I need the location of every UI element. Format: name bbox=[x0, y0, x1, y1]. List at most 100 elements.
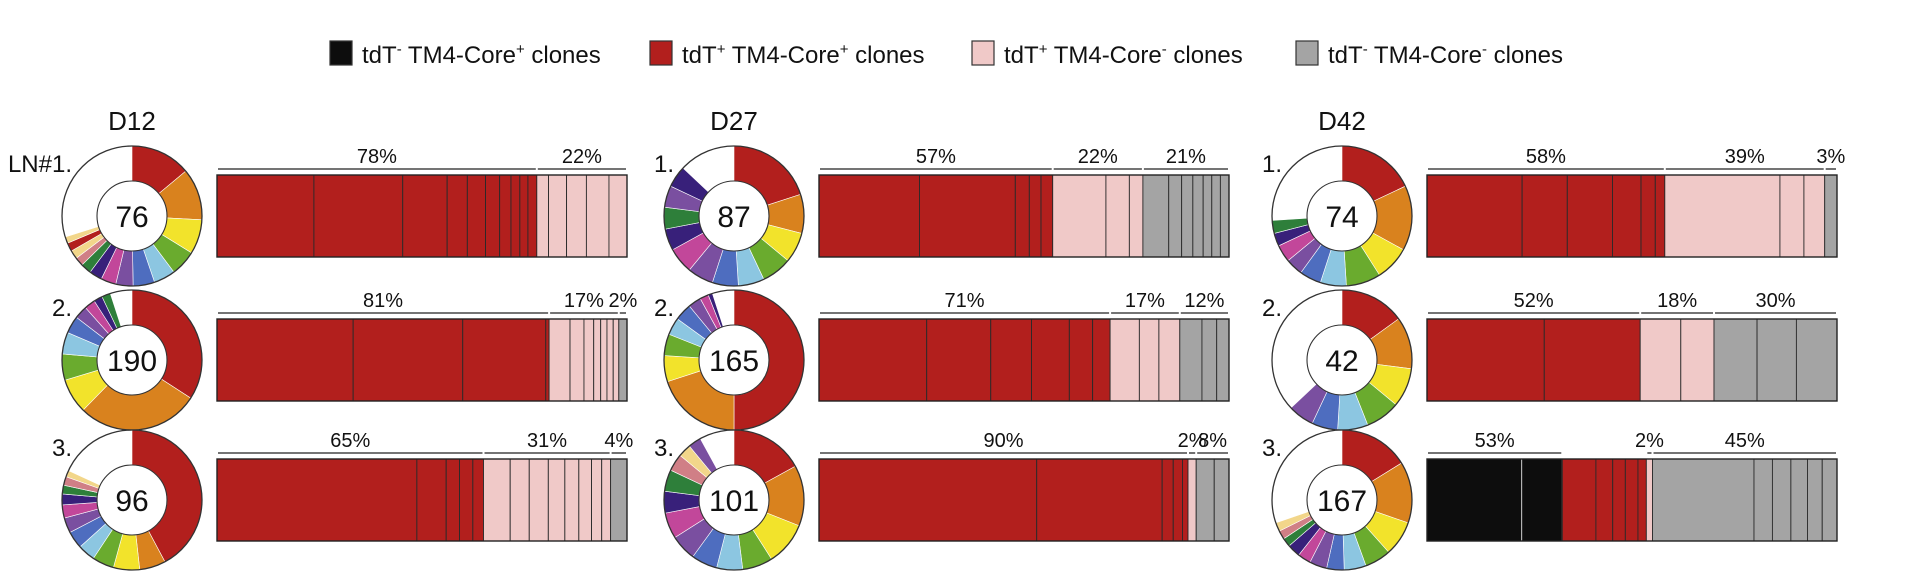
bar-segment bbox=[446, 174, 468, 258]
bar-segment bbox=[1426, 318, 1545, 402]
bar-segment bbox=[1753, 458, 1773, 542]
group-percent: 81% bbox=[363, 290, 403, 312]
bar-segment bbox=[1219, 174, 1230, 258]
group-percent: 22% bbox=[1078, 146, 1118, 168]
bar-segment bbox=[1213, 458, 1230, 542]
bar-segment bbox=[545, 318, 550, 402]
bar-segment bbox=[818, 318, 928, 402]
donut: 42 bbox=[1271, 289, 1413, 431]
panel-title: D42 bbox=[1318, 106, 1366, 136]
bar-segment bbox=[1521, 458, 1563, 542]
bar-segment bbox=[499, 174, 512, 258]
bar-segment bbox=[1036, 458, 1163, 542]
row-3: 3. 96 65% 31% 4% bbox=[52, 429, 633, 571]
clone-count: 167 bbox=[1317, 485, 1367, 518]
stacked-bar: 71% 17% 12% bbox=[818, 290, 1230, 402]
donut-hole bbox=[96, 464, 168, 536]
donut-outline bbox=[663, 429, 805, 571]
bar-segment bbox=[1202, 174, 1213, 258]
bar-segment bbox=[606, 318, 614, 402]
donut-hole bbox=[96, 180, 168, 252]
group-percent: 4% bbox=[604, 430, 633, 452]
bar-outline bbox=[216, 318, 628, 402]
group-percent: 52% bbox=[1514, 290, 1554, 312]
legend-swatch bbox=[1295, 40, 1319, 66]
bar-segment bbox=[483, 458, 511, 542]
bar-outline bbox=[1426, 174, 1838, 258]
panel-d42: D42 1. 74 58% 39% 3% 2. 42 52% 18% 30% 3. 167 53% 2% 45… bbox=[1262, 106, 1846, 571]
group-percent: 12% bbox=[1184, 290, 1224, 312]
row-label: 3. bbox=[1262, 435, 1282, 462]
legend-swatch bbox=[329, 40, 353, 66]
panel-d27: D27 1. 87 57% 22% 21% 2. 165 71% 17% 12% 3. 101 90% 2%… bbox=[654, 106, 1230, 571]
bar-segment bbox=[919, 174, 1016, 258]
bar-segment bbox=[462, 318, 547, 402]
bar-segment bbox=[536, 174, 549, 258]
bar-segment bbox=[1201, 318, 1218, 402]
bar-segment bbox=[472, 458, 484, 542]
stacked-bar: 81% 17% 2% bbox=[216, 290, 638, 402]
bar-segment bbox=[1566, 174, 1613, 258]
bar-segment bbox=[313, 174, 404, 258]
group-percent: 39% bbox=[1725, 146, 1765, 168]
bar-segment bbox=[578, 458, 592, 542]
bar-segment bbox=[1138, 318, 1160, 402]
bar-segment bbox=[352, 318, 464, 402]
bar-segment bbox=[608, 174, 628, 258]
stacked-bar: 52% 18% 30% bbox=[1426, 290, 1838, 402]
bar-segment bbox=[1680, 318, 1715, 402]
donut: 165 bbox=[663, 289, 805, 431]
panel-title: D12 bbox=[108, 106, 156, 136]
clone-count: 74 bbox=[1325, 201, 1358, 234]
bar-segment bbox=[1168, 174, 1183, 258]
group-percent: 21% bbox=[1166, 146, 1206, 168]
bar-segment bbox=[1031, 318, 1070, 402]
bar-segment bbox=[402, 174, 448, 258]
donut-hole bbox=[1306, 180, 1378, 252]
stacked-bar: 58% 39% 3% bbox=[1426, 146, 1846, 258]
donut-outline bbox=[61, 429, 203, 571]
bar-segment bbox=[569, 318, 585, 402]
group-percent: 53% bbox=[1475, 430, 1515, 452]
panel-title: D27 bbox=[710, 106, 758, 136]
row-label: 2. bbox=[52, 295, 72, 322]
bar-segment bbox=[818, 458, 1038, 542]
group-percent: 31% bbox=[527, 430, 567, 452]
donut-outline bbox=[1271, 429, 1413, 571]
stacked-bar: 90% 2%8% bbox=[818, 430, 1230, 542]
clone-count: 76 bbox=[115, 201, 148, 234]
group-percent: 17% bbox=[1125, 290, 1165, 312]
bar-segment bbox=[1068, 318, 1094, 402]
bar-segment bbox=[1595, 458, 1614, 542]
donut: 167 bbox=[1271, 429, 1413, 571]
donut-hole bbox=[96, 324, 168, 396]
bar-segment bbox=[547, 458, 566, 542]
group-percent: 8% bbox=[1198, 430, 1227, 452]
bar-segment bbox=[1128, 174, 1144, 258]
bar-segment bbox=[1561, 458, 1597, 542]
bar-segment bbox=[519, 174, 529, 258]
row-1: LN#1. 76 78% 22% bbox=[8, 145, 628, 287]
bar-segment bbox=[1640, 174, 1656, 258]
row-label: 1. bbox=[1262, 151, 1282, 178]
bar-segment bbox=[1790, 458, 1808, 542]
bar-segment bbox=[1161, 458, 1174, 542]
bar-segment bbox=[1142, 174, 1170, 258]
row-label: 3. bbox=[52, 435, 72, 462]
bar-segment bbox=[1612, 174, 1642, 258]
group-percent: 57% bbox=[916, 146, 956, 168]
bar-segment bbox=[1052, 174, 1107, 258]
clone-count: 101 bbox=[709, 485, 759, 518]
stacked-bar: 53% 2% 45% bbox=[1426, 430, 1838, 542]
bar-segment bbox=[593, 318, 602, 402]
group-percent: 90% bbox=[983, 430, 1023, 452]
panel-d12: D12 LN#1. 76 78% 22% 2. 190 81% 17% 2% 3. 96 65% 31% 4… bbox=[8, 106, 638, 571]
donut-outline bbox=[61, 145, 203, 287]
row-3: 3. 167 53% 2% 45% bbox=[1262, 429, 1838, 571]
bar-segment bbox=[1109, 318, 1140, 402]
bar-segment bbox=[1182, 458, 1189, 542]
bar-segment bbox=[416, 458, 447, 542]
bar-segment bbox=[600, 318, 608, 402]
bar-segment bbox=[548, 318, 571, 402]
